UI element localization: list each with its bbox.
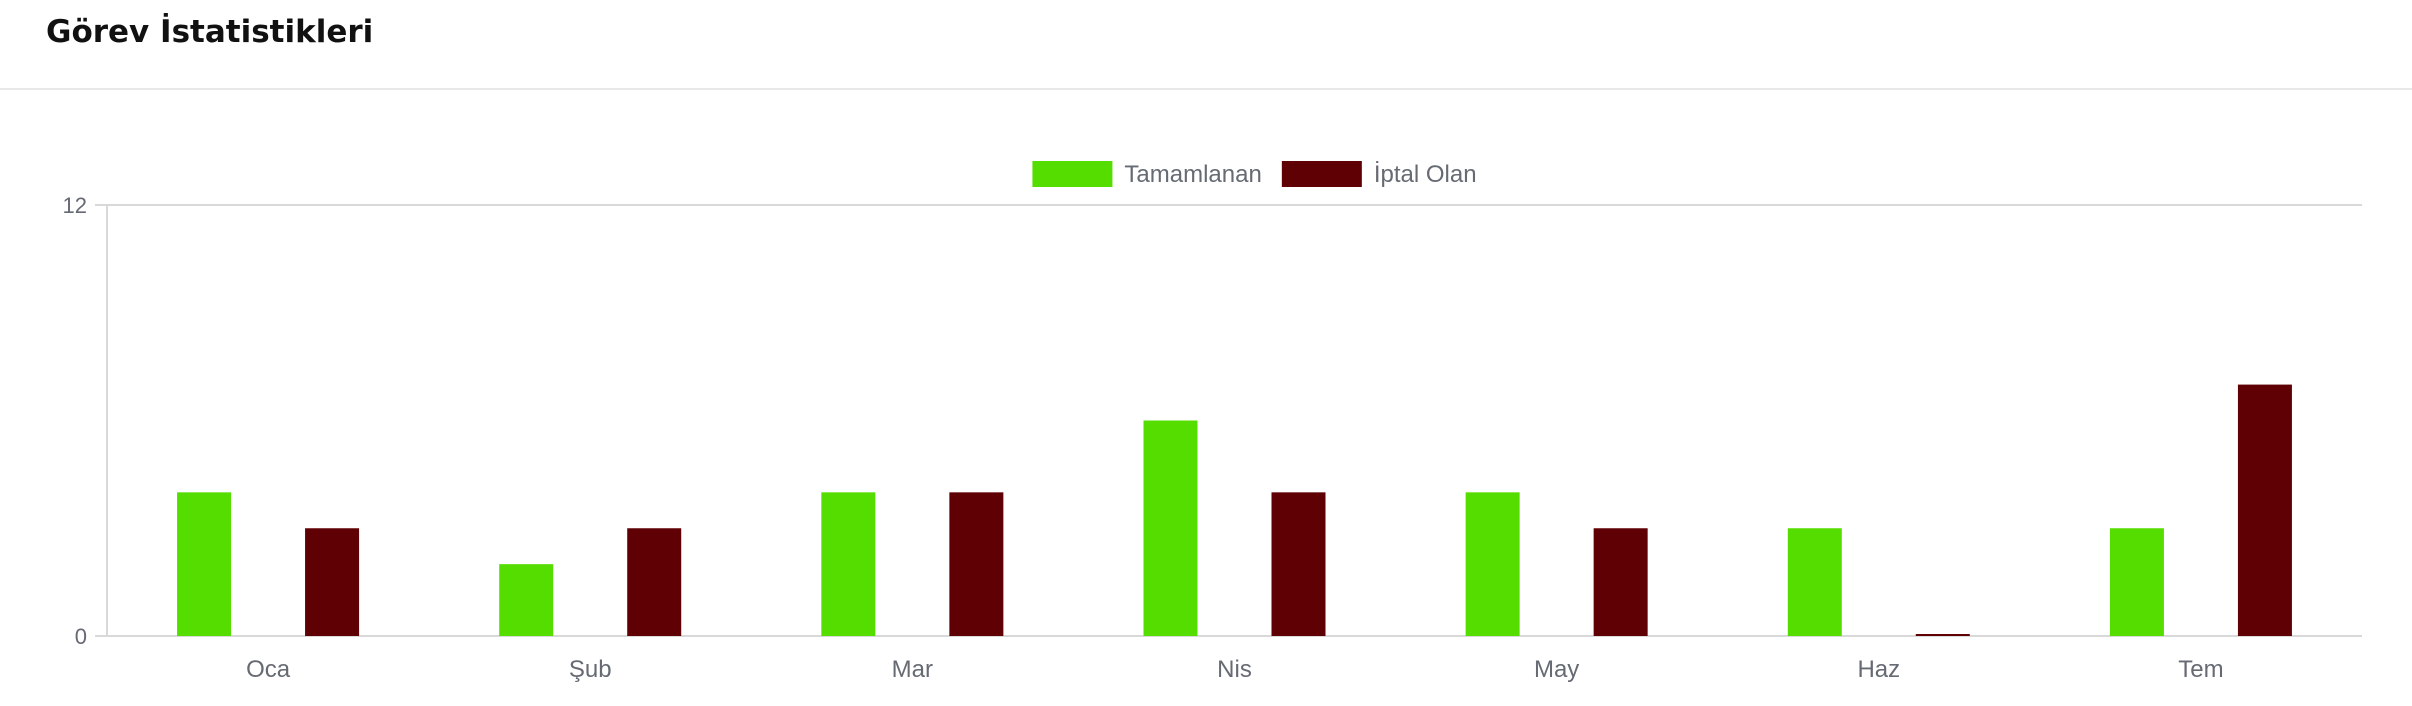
bar-completed-4[interactable] xyxy=(1465,492,1520,636)
legend-item-0[interactable]: Tamamlanan xyxy=(1032,161,1262,188)
bar-completed-3[interactable] xyxy=(1143,420,1198,637)
card-title: Görev İstatistikleri xyxy=(46,14,374,50)
legend-swatch xyxy=(1032,161,1113,187)
chart-legend: Tamamlanan İptal Olan xyxy=(1032,161,1477,188)
bar-completed-1[interactable] xyxy=(499,564,554,636)
chart-bars xyxy=(177,384,2292,637)
legend-label: İptal Olan xyxy=(1374,161,1477,188)
legend-swatch xyxy=(1281,161,1362,187)
bar-cancelled-1[interactable] xyxy=(627,528,682,636)
legend-item-1[interactable]: İptal Olan xyxy=(1281,161,1477,188)
x-tick-label: May xyxy=(1534,656,1579,683)
card-header: Görev İstatistikleri xyxy=(0,0,2412,90)
bar-completed-0[interactable] xyxy=(177,492,232,636)
x-tick-label: Oca xyxy=(246,656,291,683)
bar-cancelled-2[interactable] xyxy=(949,492,1004,636)
x-tick-label: Tem xyxy=(2178,656,2223,683)
y-tick-label: 0 xyxy=(75,624,87,649)
bar-cancelled-6[interactable] xyxy=(2237,384,2292,636)
legend-label: Tamamlanan xyxy=(1124,161,1261,188)
chart-category-labels: Oca Şub Mar Nis May Haz Tem xyxy=(246,656,2224,683)
bar-completed-5[interactable] xyxy=(1787,528,1842,636)
x-tick-label: Nis xyxy=(1217,656,1252,683)
bar-cancelled-4[interactable] xyxy=(1593,528,1648,636)
x-tick-label: Haz xyxy=(1857,656,1900,683)
bar-completed-6[interactable] xyxy=(2109,528,2164,636)
bar-cancelled-5[interactable] xyxy=(1915,634,1970,636)
x-tick-label: Mar xyxy=(892,656,933,683)
bar-cancelled-3[interactable] xyxy=(1271,492,1326,636)
chart-axes: 0 12 xyxy=(63,193,2362,649)
bar-cancelled-0[interactable] xyxy=(305,528,360,636)
y-tick-label: 12 xyxy=(63,193,87,218)
bar-completed-2[interactable] xyxy=(821,492,876,636)
x-tick-label: Şub xyxy=(569,656,612,683)
